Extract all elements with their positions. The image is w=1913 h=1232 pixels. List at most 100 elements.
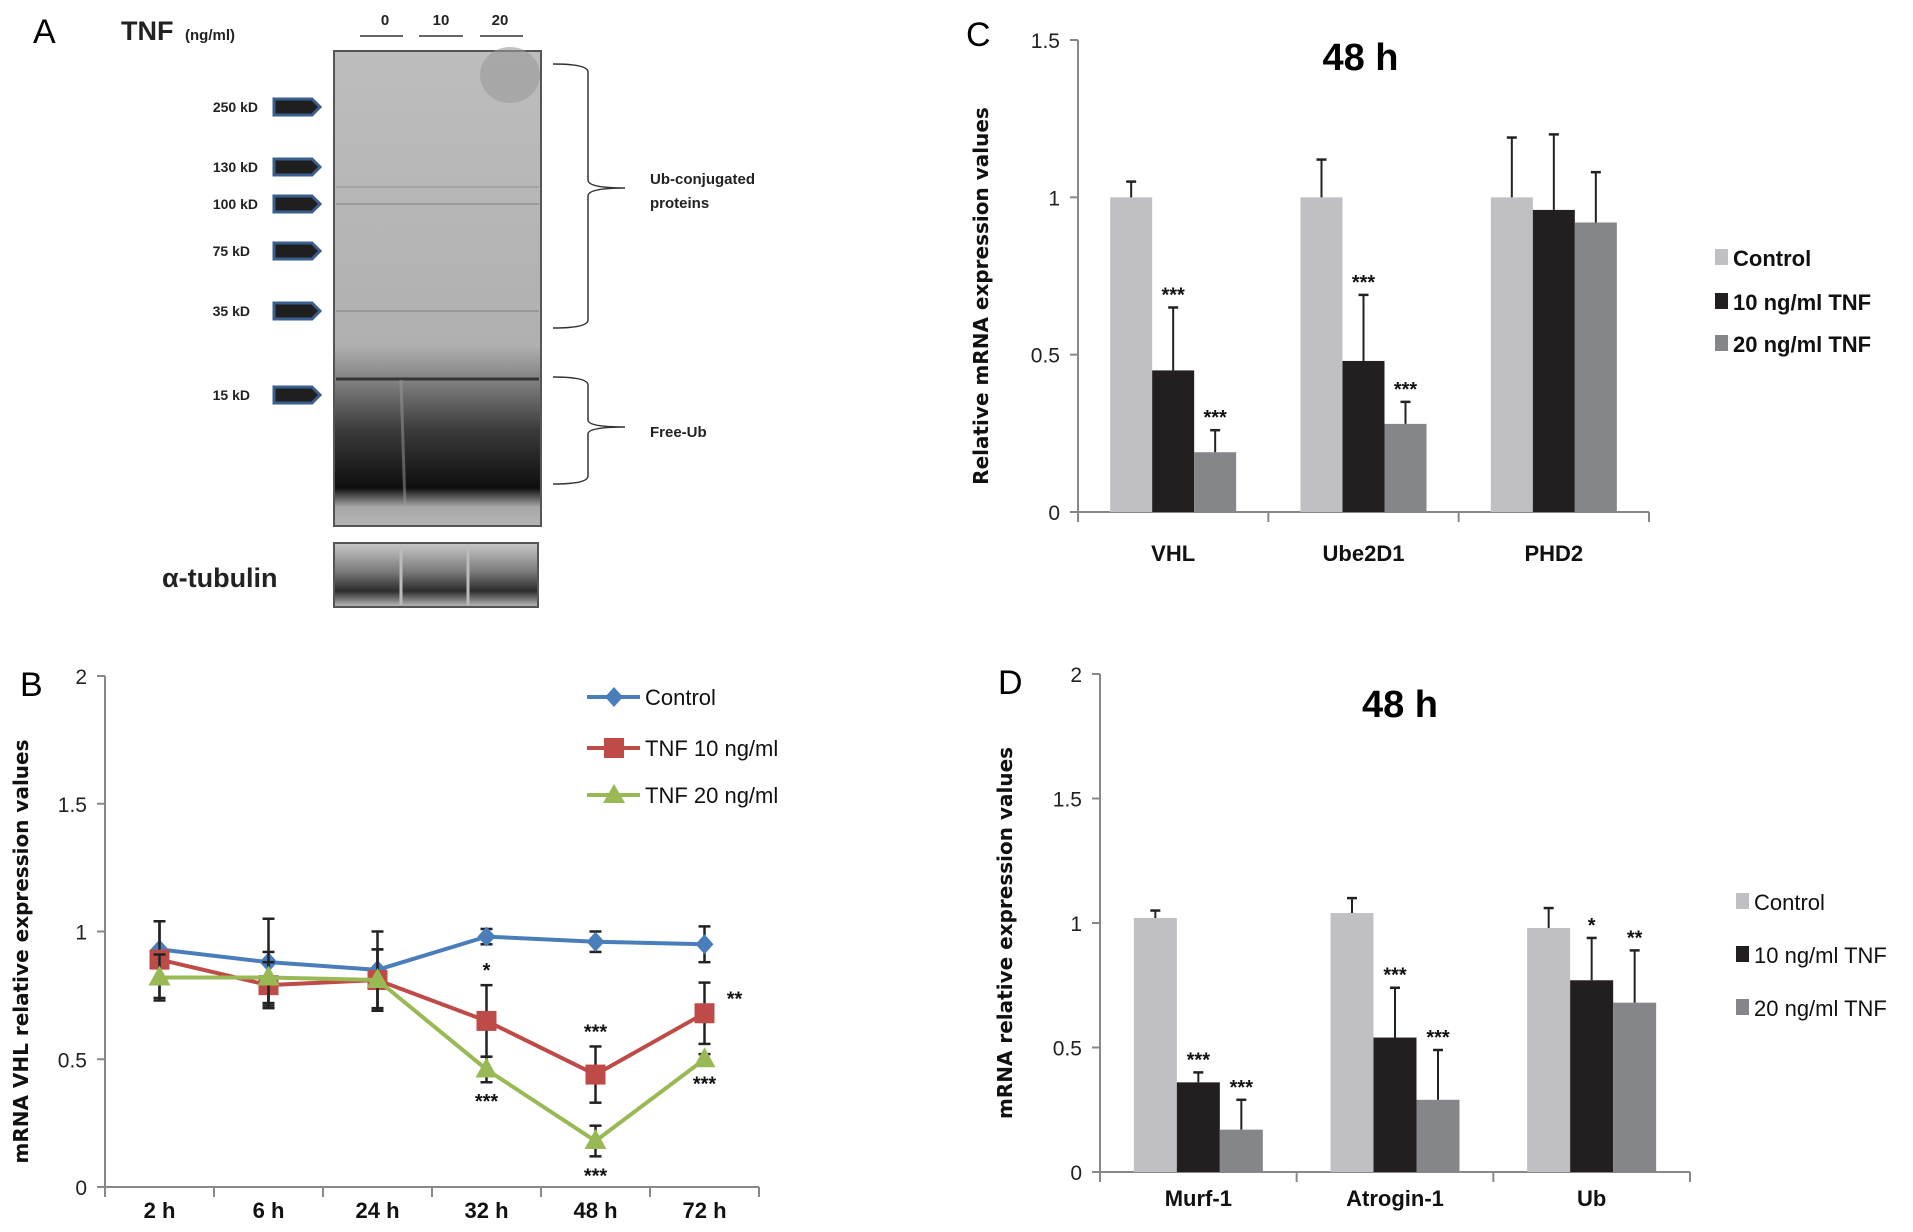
legend-swatch xyxy=(1715,249,1728,265)
bracket-lower-label: Free-Ub xyxy=(650,424,707,441)
significance-marker: * xyxy=(483,960,491,982)
legend-label: TNF 20 ng/ml xyxy=(645,783,778,808)
mw-marker-100: 100 kD xyxy=(213,194,323,214)
y-axis-label: mRNA VHL relative expression values xyxy=(9,739,33,1163)
svg-text:100 kD: 100 kD xyxy=(213,196,258,212)
bar xyxy=(1490,197,1533,513)
y-tick-label: 1.5 xyxy=(1053,789,1082,812)
data-point xyxy=(585,1064,606,1085)
svg-text:130 kD: 130 kD xyxy=(213,159,258,175)
y-tick-label: 0 xyxy=(1070,1162,1082,1185)
bracket-upper-label-line2: proteins xyxy=(650,195,709,212)
legend-swatch xyxy=(1715,293,1728,309)
x-tick-label: VHL xyxy=(1151,541,1195,566)
chart-b-vhl-timecourse: 0 0.5 1 1.5 2 2 h 6 h 24 h 32 h 48 h 72 h mRNA VHL … xyxy=(9,666,778,1223)
svg-text:35 kD: 35 kD xyxy=(213,303,250,319)
bracket-lower-icon xyxy=(552,376,626,485)
arrow-right-icon xyxy=(272,194,323,214)
chart-d-bar-48h: 0 0.5 1 1.5 2 Murf-1 Atrogin-1 Ub mRNA relative … xyxy=(993,664,1887,1211)
data-point xyxy=(695,934,714,955)
significance-marker: ** xyxy=(727,988,743,1010)
legend-label: Control xyxy=(645,685,716,710)
significance-marker: * xyxy=(1588,915,1596,937)
bar xyxy=(1532,209,1575,513)
svg-text:250 kD: 250 kD xyxy=(213,99,258,115)
chart-title: 48 h xyxy=(1322,37,1398,79)
data-point xyxy=(584,1129,607,1150)
chart-title: 48 h xyxy=(1362,684,1438,726)
significance-marker: *** xyxy=(1187,1049,1211,1071)
bar xyxy=(1416,1099,1460,1172)
data-point xyxy=(476,1010,497,1031)
x-tick-label: Ube2D1 xyxy=(1323,541,1405,566)
x-tick-label: 24 h xyxy=(355,1198,399,1223)
tubulin-blot xyxy=(333,542,539,608)
loading-control-label: α-tubulin xyxy=(162,563,278,593)
bar xyxy=(1194,452,1237,512)
y-tick-label: 2 xyxy=(1070,664,1082,687)
bar xyxy=(1300,197,1343,513)
legend-label: Control xyxy=(1733,246,1811,271)
panel-label-c: C xyxy=(966,16,991,54)
y-tick-label: 1 xyxy=(75,922,87,945)
data-point xyxy=(366,968,389,989)
legend-swatch xyxy=(1715,335,1728,351)
x-tick-label: 48 h xyxy=(573,1198,617,1223)
mw-marker-35: 35 kD xyxy=(213,301,323,321)
legend-marker xyxy=(604,738,624,758)
svg-text:75 kD: 75 kD xyxy=(213,243,250,259)
panel-label-d: D xyxy=(998,664,1023,702)
significance-marker: ** xyxy=(1627,927,1643,949)
bar xyxy=(1527,927,1571,1172)
arrow-right-icon xyxy=(272,301,323,321)
x-tick-label: PHD2 xyxy=(1524,541,1583,566)
series-line xyxy=(159,934,705,972)
lane-label-0: 0 xyxy=(381,12,389,29)
y-axis-label: Relative mRNA expression values xyxy=(969,107,993,485)
mw-marker-130: 130 kD xyxy=(213,157,323,177)
x-tick-label: Murf-1 xyxy=(1165,1186,1232,1211)
bar xyxy=(1330,913,1374,1172)
legend-label: 20 ng/ml TNF xyxy=(1754,996,1887,1021)
data-point xyxy=(693,1047,716,1068)
series-0 xyxy=(1133,896,1571,1172)
series-2: *** *** *** xyxy=(148,948,717,1187)
significance-marker: *** xyxy=(1383,965,1407,987)
lane-label-20: 20 xyxy=(492,12,509,29)
series-1: ******* xyxy=(1176,915,1614,1172)
data-point xyxy=(586,931,605,952)
bar xyxy=(1176,1082,1220,1172)
legend-label: 10 ng/ml TNF xyxy=(1733,290,1871,315)
legend-label: Control xyxy=(1754,890,1825,915)
significance-marker: *** xyxy=(1203,407,1227,429)
blot-membrane xyxy=(333,47,542,527)
significance-marker: *** xyxy=(693,1073,717,1095)
series-0 xyxy=(150,917,714,1010)
bar xyxy=(1613,1002,1657,1172)
bar xyxy=(1152,370,1195,512)
y-tick-label: 2 xyxy=(75,666,87,689)
significance-marker: *** xyxy=(1161,284,1185,306)
bar xyxy=(1384,423,1427,512)
legend-swatch xyxy=(1736,946,1749,962)
data-point xyxy=(475,1057,498,1078)
svg-text:15 kD: 15 kD xyxy=(213,387,250,403)
legend-marker xyxy=(603,784,625,803)
x-tick-label: 32 h xyxy=(464,1198,508,1223)
panel-a-blot: A TNF (ng/ml) 0 10 20 250 kD 130 kD 100 … xyxy=(33,12,755,608)
arrow-right-icon xyxy=(272,385,323,405)
significance-marker: *** xyxy=(1230,1077,1254,1099)
bar xyxy=(1570,980,1614,1172)
legend-label: 20 ng/ml TNF xyxy=(1733,332,1871,357)
series-line xyxy=(159,975,706,1144)
significance-marker: *** xyxy=(584,1021,608,1043)
significance-marker: *** xyxy=(1394,379,1418,401)
bar xyxy=(1133,918,1177,1172)
legend-swatch xyxy=(1736,999,1749,1015)
data-point xyxy=(148,965,171,986)
series-line xyxy=(159,957,706,1077)
data-point xyxy=(257,965,280,986)
x-tick-label: 72 h xyxy=(682,1198,726,1223)
arrow-right-icon xyxy=(272,97,323,117)
